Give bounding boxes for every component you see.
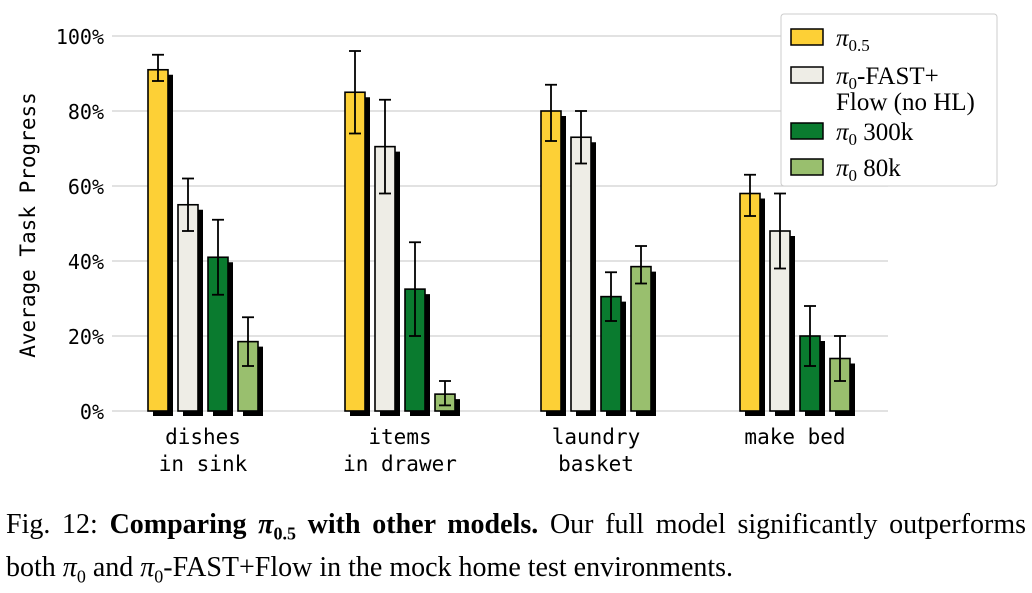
x-tick-label: items [368, 425, 431, 449]
figure-caption: Fig. 12: Comparing π0.5 with other model… [6, 509, 1026, 587]
y-tick-label: 20% [68, 325, 104, 349]
bar [739, 192, 761, 412]
y-axis-label: Average Task Progress [16, 92, 40, 358]
legend-label: π0 300k [836, 119, 914, 149]
bar-chart: 0% 20% 40% 60% 80% 100% dishes in sink items in … [16, 13, 998, 476]
legend-swatch [790, 158, 824, 176]
legend-swatch [790, 122, 824, 140]
x-tick-label: in sink [159, 452, 248, 476]
x-tick-label: make bed [744, 425, 845, 449]
y-tick-label: 40% [68, 250, 104, 274]
y-tick-label: 100% [56, 25, 104, 49]
x-tick-label: in drawer [343, 452, 457, 476]
legend-label: π0-FAST+ [836, 63, 939, 93]
caption-fig-label: Fig. 12: [6, 509, 98, 540]
x-tick-label: basket [558, 452, 634, 476]
legend-label-line2: Flow (no HL) [836, 89, 975, 116]
y-tick-label: 60% [68, 175, 104, 199]
y-tick-label: 80% [68, 100, 104, 124]
legend-swatch [790, 28, 824, 46]
bars [147, 50, 855, 416]
bar [630, 265, 652, 412]
y-axis: 0% 20% 40% 60% 80% 100% [56, 25, 104, 424]
legend: π0.5 π0-FAST+Flow (no HL) π0 300k π0 80k [780, 13, 998, 187]
legend-label: π0.5 [836, 25, 870, 55]
bar [147, 68, 169, 412]
x-axis: dishes in sink items in drawer laundry basket… [159, 425, 846, 476]
bar [344, 91, 366, 412]
bar [540, 110, 562, 412]
bar [570, 136, 592, 412]
y-tick-label: 0% [80, 400, 104, 424]
legend-swatch [790, 66, 824, 84]
caption-bold-title: Comparing π0.5 with other models. [109, 509, 539, 544]
bar [177, 203, 199, 412]
legend-label: π0 80k [836, 155, 901, 185]
x-tick-label: laundry [552, 425, 641, 449]
x-tick-label: dishes [165, 425, 241, 449]
